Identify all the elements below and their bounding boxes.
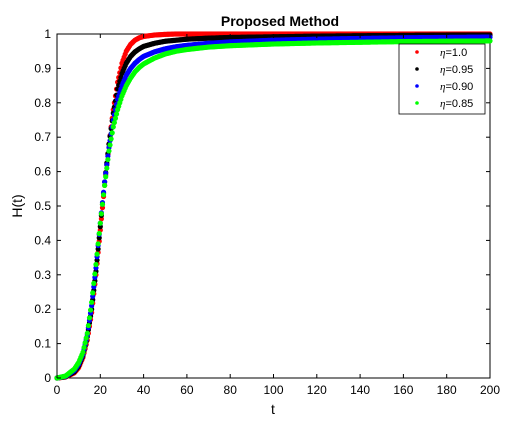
data-point (99, 201, 106, 207)
y-tick-label: 0.6 (34, 165, 51, 179)
data-point (108, 136, 114, 142)
data-point (100, 192, 107, 198)
y-axis-label: H(t) (9, 194, 25, 217)
chart-title: Proposed Method (221, 13, 339, 29)
y-tick-label: 0.9 (34, 61, 51, 75)
data-point (105, 156, 111, 163)
data-point (85, 322, 91, 329)
data-point (89, 299, 95, 305)
data-point (110, 124, 116, 130)
x-tick-label: 60 (180, 383, 194, 397)
data-point (107, 142, 113, 148)
y-tick-label: 0.7 (34, 130, 51, 144)
x-axis-label: t (271, 401, 275, 417)
x-tick-label: 80 (224, 383, 238, 397)
data-point (91, 280, 97, 286)
y-tick-label: 0.1 (34, 337, 51, 351)
data-point (98, 211, 104, 217)
data-point (113, 111, 120, 117)
data-point (82, 340, 88, 346)
data-point (103, 174, 109, 180)
y-tick-label: 0 (44, 371, 51, 385)
x-tick-label: 200 (480, 383, 500, 397)
data-point (87, 307, 94, 313)
legend-label: η=1.0 (440, 47, 467, 59)
legend-box (398, 43, 486, 115)
x-tick-label: 120 (307, 383, 327, 397)
x-tick-label: 0 (54, 383, 61, 397)
y-tick-label: 1 (44, 27, 51, 41)
x-tick-label: 140 (350, 383, 370, 397)
legend-marker (415, 67, 419, 71)
data-point (94, 251, 100, 257)
data-point (83, 335, 89, 341)
data-point (84, 330, 90, 336)
legend-marker (415, 101, 419, 105)
y-tick-label: 0.4 (34, 233, 51, 247)
legend-label: η=0.85 (440, 98, 473, 110)
y-tick-label: 0.3 (34, 268, 51, 282)
y-tick-label: 0.2 (34, 302, 51, 316)
y-tick-label: 0.5 (34, 199, 51, 213)
x-tick-label: 180 (437, 383, 457, 397)
legend-label: η=0.95 (440, 64, 473, 76)
data-point (97, 220, 103, 226)
x-tick-label: 160 (393, 383, 413, 397)
data-point (86, 315, 93, 321)
data-point (111, 119, 117, 126)
legend-label: η=0.90 (440, 81, 473, 93)
data-point (104, 165, 110, 171)
axis-ticks: 0 20 40 60 80 100 120 140 160 180 200 0 0.1 0.2 0.3 0.4… (34, 27, 500, 397)
legend-marker (415, 84, 419, 88)
data-point (93, 261, 99, 268)
data-point (487, 38, 493, 44)
legend: η=1.0 η=0.95 η=0.90 η=0.85 (398, 43, 486, 115)
series-3 (54, 38, 493, 381)
data-point (95, 241, 101, 247)
data-point (96, 230, 102, 237)
x-tick-label: 100 (263, 383, 283, 397)
data-point (92, 271, 98, 277)
y-tick-label: 0.8 (34, 96, 51, 110)
x-tick-label: 20 (94, 383, 108, 397)
data-point (102, 182, 108, 188)
data-point (112, 115, 119, 121)
data-point (106, 148, 112, 154)
legend-marker (415, 50, 419, 54)
x-tick-label: 40 (137, 383, 151, 397)
data-point (90, 290, 96, 296)
data-point (80, 349, 86, 355)
data-point (109, 130, 115, 136)
data-point (81, 344, 87, 351)
